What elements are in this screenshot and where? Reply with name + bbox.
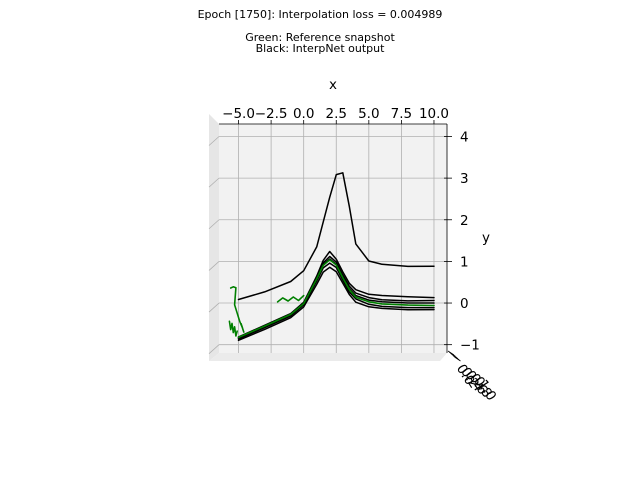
y-ticks: −1 0 1 2 3 4 <box>444 129 480 354</box>
y-tick-label: 2 <box>460 213 469 229</box>
reference-line <box>229 285 245 333</box>
y-tick-label: 4 <box>460 129 469 145</box>
reference-line <box>228 320 238 337</box>
x-tick-label: 2.5 <box>326 106 347 122</box>
x-tick-label: 10.0 <box>419 106 449 122</box>
y-tick-label: 3 <box>460 171 469 187</box>
floor-pane <box>209 353 447 361</box>
z-axis: 0.00.20.40.60.81.0 <box>447 350 499 404</box>
y-grid-line-side <box>208 177 220 188</box>
x-axis-label: x <box>329 77 337 93</box>
reference-line <box>237 258 435 339</box>
curves <box>228 172 435 342</box>
reference-line <box>276 294 305 303</box>
y-grid-line-side <box>208 261 220 271</box>
y-tick-label: −1 <box>460 338 480 354</box>
interp-line <box>237 266 435 342</box>
left-pane <box>209 114 219 361</box>
title-line: Black: InterpNet output <box>256 42 386 55</box>
axes-panes <box>209 114 447 361</box>
y-axis: −1 0 1 2 3 4 y <box>444 124 490 354</box>
x-tick-label: −5.0 <box>222 106 255 122</box>
x-ticks: −5.0 −2.5 0.0 2.5 5.0 7.5 10.0 <box>222 106 449 124</box>
y-grid-line-side <box>208 344 220 354</box>
x-tick-label: −2.5 <box>255 106 288 122</box>
y-grid-line-side <box>208 302 220 313</box>
back-pane <box>219 124 447 353</box>
x-axis: −5.0 −2.5 0.0 2.5 5.0 7.5 10.0 x <box>219 77 449 125</box>
title: Epoch [1750]: Interpolation loss = 0.004… <box>198 8 443 55</box>
y-axis-label: y <box>482 230 490 246</box>
z-ticks: 0.00.20.40.60.81.0 <box>447 350 499 404</box>
x-tick-label: 7.5 <box>391 106 412 122</box>
x-tick-label: 0.0 <box>293 106 314 122</box>
y-grid-line-side <box>208 219 220 230</box>
y-grid-line-side <box>208 136 220 146</box>
x-tick-label: 5.0 <box>358 106 379 122</box>
interp-line <box>237 172 435 301</box>
y-tick-label: 0 <box>460 296 469 312</box>
y-tick-label: 1 <box>460 254 469 270</box>
title-line: Epoch [1750]: Interpolation loss = 0.004… <box>198 8 443 21</box>
title-line: Green: Reference snapshot <box>245 31 395 44</box>
interp-line <box>237 262 435 340</box>
grid <box>208 124 447 354</box>
z-tick <box>454 356 461 362</box>
